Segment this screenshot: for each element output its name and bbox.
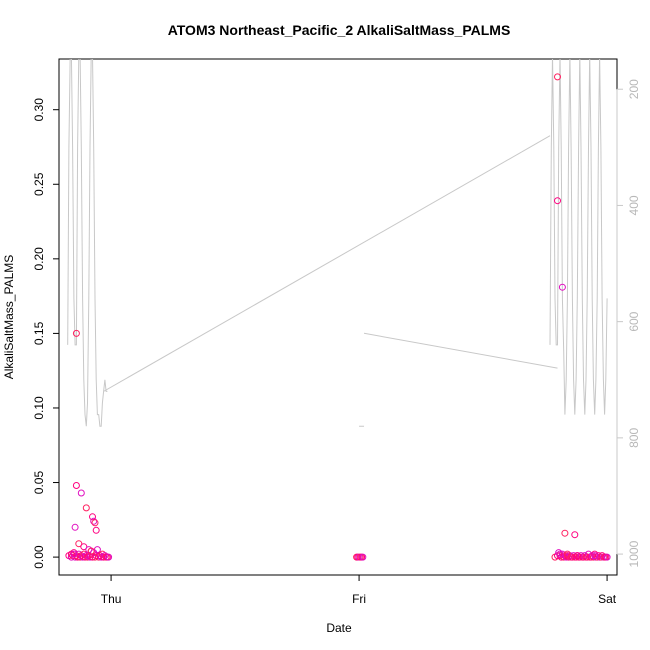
y-tick-label: 0.25	[32, 172, 46, 196]
data-point	[82, 552, 90, 560]
right-tick-label: 400	[627, 195, 641, 215]
right-tick-label: 1000	[627, 540, 641, 567]
altitude-line	[67, 59, 608, 427]
data-point	[554, 73, 561, 81]
data-point	[75, 540, 83, 548]
data-point	[105, 553, 113, 561]
data-point	[72, 482, 80, 489]
data-point	[92, 526, 100, 534]
data-point	[89, 513, 96, 521]
data-point	[561, 529, 569, 537]
altitude-lines	[67, 59, 608, 427]
x-axis: Thu Fri Sat	[101, 574, 617, 606]
right-tick-label: 600	[627, 311, 641, 331]
data-point	[84, 553, 91, 561]
data-point	[87, 547, 95, 555]
data-point	[571, 531, 579, 539]
right-tick-label: 800	[627, 428, 641, 448]
right-axis: 200 400 600 800 1000	[616, 79, 641, 567]
data-point	[603, 553, 611, 561]
data-points	[65, 73, 611, 561]
y-tick-label: 0.20	[32, 247, 46, 271]
data-point	[80, 543, 88, 551]
y-tick-label: 0.30	[32, 98, 46, 122]
chart-title: ATOM3 Northeast_Pacific_2 AlkaliSaltMass…	[168, 22, 511, 38]
data-point	[100, 553, 108, 561]
data-point	[81, 553, 89, 561]
data-point	[91, 519, 99, 527]
plot-frame	[58, 58, 618, 576]
y-tick-label: 0.05	[32, 471, 46, 495]
data-point	[359, 553, 367, 561]
data-point	[71, 523, 79, 531]
y-tick-label: 0.10	[32, 396, 46, 420]
data-point	[573, 552, 581, 560]
y-tick-label: 0.00	[32, 545, 46, 569]
y-axis-label: AlkaliSaltMass_PALMS	[2, 255, 16, 380]
y-axis: 0.00 0.05 0.10 0.15 0.20 0.25 0.30	[32, 98, 60, 569]
data-point	[67, 550, 75, 558]
data-point	[82, 504, 90, 512]
transit-line-segment	[103, 135, 551, 392]
data-point	[70, 550, 78, 558]
data-point	[563, 550, 571, 558]
data-point	[558, 283, 566, 291]
data-point	[591, 552, 599, 560]
y-tick-label: 0.15	[32, 321, 46, 345]
data-point	[72, 329, 80, 337]
data-point	[77, 489, 85, 497]
data-point	[93, 546, 101, 554]
x-tick-label: Thu	[101, 592, 122, 606]
right-tick-label: 200	[627, 79, 641, 99]
data-point	[90, 517, 98, 525]
transit-line-segment	[363, 332, 558, 369]
x-tick-label: Sat	[598, 592, 617, 606]
data-point	[556, 550, 564, 558]
x-tick-label: Fri	[352, 592, 366, 606]
x-axis-label: Date	[326, 621, 352, 635]
data-point	[554, 197, 561, 205]
